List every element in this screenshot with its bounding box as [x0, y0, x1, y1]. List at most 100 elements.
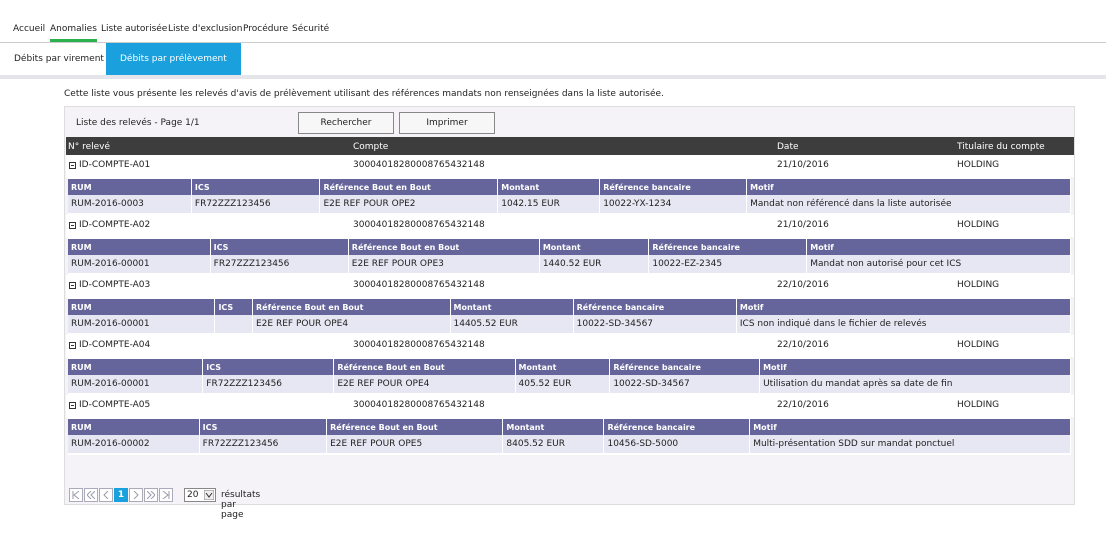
detail-header: ICS [203, 359, 334, 375]
nav-item[interactable]: Accueil [13, 24, 45, 34]
nav-item[interactable]: Liste d'exclusion [168, 24, 242, 34]
detail-header: Motif [747, 179, 1071, 195]
detail-header: Motif [750, 419, 1071, 435]
detail-cell: Mandat non autorisé pour cet ICS [807, 255, 1071, 273]
nav-item[interactable]: Anomalies [50, 24, 97, 42]
separator [0, 75, 1106, 79]
detail-grid: RUMICSRéférence Bout en BoutMontantRéfér… [68, 299, 1071, 333]
detail-header: Montant [515, 359, 610, 375]
collapse-toggle[interactable] [69, 402, 76, 409]
collapse-toggle[interactable] [69, 222, 76, 229]
prev-page[interactable] [99, 488, 113, 502]
detail-table: RUMICSRéférence Bout en BoutMontantRéfér… [68, 357, 1071, 395]
detail-grid: RUMICSRéférence Bout en BoutMontantRéfér… [68, 419, 1071, 453]
detail-cell: 10022-YX-1234 [600, 195, 747, 213]
nav-item[interactable]: Liste autorisée [101, 24, 167, 34]
detail-header: Montant [450, 299, 573, 315]
detail-grid: RUMICSRéférence Bout en BoutMontantRéfér… [68, 239, 1071, 273]
search-button[interactable]: Rechercher [298, 112, 394, 134]
record-row: ID-COMPTE-A033000401828000876543214822/1… [66, 275, 1074, 297]
tab[interactable]: Débits par prélèvement [106, 43, 241, 75]
detail-grid: RUMICSRéférence Bout en BoutMontantRéfér… [68, 179, 1071, 213]
detail-row: RUM-2016-0003FR72ZZZ123456E2E REF POUR O… [68, 195, 1071, 213]
record-date: 22/10/2016 [777, 400, 829, 410]
collapse-toggle[interactable] [69, 162, 76, 169]
intro-text: Cette liste vous présente les relevés d'… [64, 89, 664, 99]
detail-cell: FR72ZZZ123456 [203, 375, 334, 393]
nav-item[interactable]: Procédure [243, 24, 288, 34]
detail-header: Motif [736, 299, 1070, 315]
detail-header: Référence Bout en Bout [334, 359, 515, 375]
detail-cell: RUM-2016-00001 [68, 315, 215, 333]
record-date: 22/10/2016 [777, 280, 829, 290]
record-row: ID-COMPTE-A04 30004018280008765432148 22/1… [66, 335, 1074, 357]
record-compte: 30004018280008765432148 [353, 340, 485, 350]
detail-header: ICS [191, 179, 320, 195]
record-date: 21/10/2016 [777, 160, 829, 170]
detail-row: RUM-2016-00001FR72ZZZ123456E2E REF POUR … [68, 375, 1071, 393]
detail-header: RUM [68, 179, 191, 195]
print-button[interactable]: Imprimer [399, 112, 495, 134]
detail-cell: RUM-2016-0003 [68, 195, 191, 213]
detail-cell: 10456-SD-5000 [604, 435, 750, 453]
detail-header: Référence bancaire [600, 179, 747, 195]
last-page[interactable] [159, 488, 173, 502]
detail-cell: FR72ZZZ123456 [199, 435, 326, 453]
detail-header-row: RUMICSRéférence Bout en BoutMontantRéfér… [68, 239, 1071, 255]
next-pages[interactable] [144, 488, 158, 502]
detail-header: ICS [210, 239, 348, 255]
detail-header: Montant [539, 239, 649, 255]
page-size: 20 [187, 490, 198, 500]
detail-header: RUM [68, 239, 210, 255]
detail-row: RUM-2016-00001E2E REF POUR OPE414405.52 … [68, 315, 1071, 333]
panel: Liste des relevés - Page 1/1 Rechercher … [64, 106, 1075, 505]
prev-pages[interactable] [84, 488, 98, 502]
record-date: 21/10/2016 [777, 220, 829, 230]
detail-grid: RUMICSRéférence Bout en BoutMontantRéfér… [68, 359, 1071, 393]
next-page[interactable] [129, 488, 143, 502]
detail-cell: FR27ZZZ123456 [210, 255, 348, 273]
detail-header: Référence bancaire [649, 239, 807, 255]
detail-table: RUMICSRéférence Bout en BoutMontantRéfér… [68, 417, 1071, 455]
record-id: ID-COMPTE-A02 [79, 220, 150, 230]
first-page[interactable] [69, 488, 83, 502]
detail-cell: 1440.52 EUR [539, 255, 649, 273]
record-id: ID-COMPTE-A03 [79, 280, 150, 290]
detail-header-row: RUMICSRéférence Bout en BoutMontantRéfér… [68, 179, 1071, 195]
detail-table: RUMICSRéférence Bout en BoutMontantRéfér… [68, 237, 1071, 275]
nav-item[interactable]: Sécurité [292, 24, 329, 34]
collapse-toggle[interactable] [69, 282, 76, 289]
detail-header: Montant [503, 419, 604, 435]
detail-header: ICS [199, 419, 326, 435]
record-titulaire: HOLDING [957, 400, 999, 410]
detail-cell: Mandat non référencé dans la liste autor… [747, 195, 1071, 213]
current-page[interactable]: 1 [114, 488, 128, 502]
detail-cell: 8405.52 EUR [503, 435, 604, 453]
detail-table: RUMICSRéférence Bout en BoutMontantRéfér… [68, 177, 1071, 215]
column-header: N° relevé [68, 142, 110, 152]
detail-cell: 10022-SD-34567 [610, 375, 760, 393]
record-titulaire: HOLDING [957, 280, 999, 290]
detail-header-row: RUMICSRéférence Bout en BoutMontantRéfér… [68, 299, 1071, 315]
detail-cell: E2E REF POUR OPE5 [327, 435, 503, 453]
tab[interactable]: Débits par virement [0, 43, 118, 75]
detail-cell: RUM-2016-00001 [68, 255, 210, 273]
collapse-toggle[interactable] [69, 342, 76, 349]
record-id: ID-COMPTE-A04 [79, 340, 150, 350]
record-row: ID-COMPTE-A023000401828000876543214821/1… [66, 215, 1074, 237]
detail-header: Motif [760, 359, 1071, 375]
record-date: 22/10/2016 [777, 340, 829, 350]
detail-cell: ICS non indiqué dans le fichier de relev… [736, 315, 1070, 333]
detail-header-row: RUMICSRéférence Bout en BoutMontantRéfér… [68, 419, 1071, 435]
detail-cell: Utilisation du mandat après sa date de f… [760, 375, 1071, 393]
detail-header: Référence Bout en Bout [320, 179, 498, 195]
column-header: Titulaire du compte [957, 142, 1045, 152]
detail-cell: 405.52 EUR [515, 375, 610, 393]
record-row: ID-COMPTE-A013000401828000876543214821/1… [66, 155, 1074, 177]
detail-header-row: RUMICSRéférence Bout en BoutMontantRéfér… [68, 359, 1071, 375]
detail-cell: 14405.52 EUR [450, 315, 573, 333]
detail-cell [215, 315, 253, 333]
detail-header: Motif [807, 239, 1071, 255]
page-size-select[interactable]: 20 [184, 488, 216, 502]
